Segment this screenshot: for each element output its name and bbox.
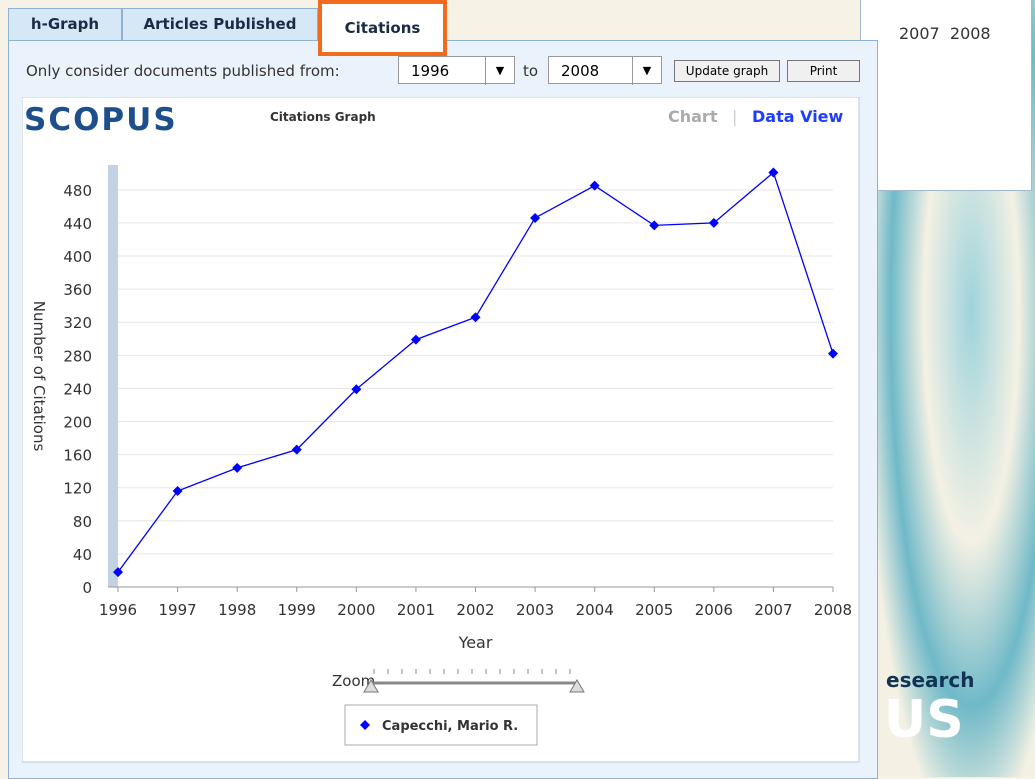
- axis-band: [108, 165, 118, 587]
- chart-frame: [22, 97, 859, 762]
- x-tick-label: 2006: [695, 601, 733, 619]
- bg-logo: US: [884, 690, 964, 750]
- x-tick-label: 2000: [337, 601, 375, 619]
- tab[interactable]: h-Graph: [8, 8, 122, 41]
- bg-years: 2007 2008: [899, 24, 991, 43]
- x-tick-label: 2004: [576, 601, 614, 619]
- x-tick-label: 2007: [754, 601, 792, 619]
- y-axis-title: Number of Citations: [30, 301, 48, 452]
- select-value: 1996: [411, 62, 449, 80]
- x-tick-label: 2008: [814, 601, 852, 619]
- y-tick-label: 440: [63, 215, 92, 233]
- x-tick-label: 2005: [635, 601, 673, 619]
- page: {"tabs":["h-Graph","Articles Published",…: [0, 0, 1035, 777]
- y-tick-label: 80: [73, 513, 92, 531]
- y-tick-label: 240: [63, 380, 92, 398]
- x-axis-title: Year: [458, 633, 493, 652]
- x-tick-label: 1999: [278, 601, 316, 619]
- view-chart[interactable]: Chart: [668, 107, 718, 126]
- x-tick-label: 2002: [456, 601, 494, 619]
- y-tick-label: 40: [73, 546, 92, 564]
- y-tick-label: 280: [63, 347, 92, 365]
- y-tick-label: 480: [63, 182, 92, 200]
- y-tick-label: 120: [63, 480, 92, 498]
- print-button[interactable]: Print: [787, 60, 860, 82]
- legend-label: Capecchi, Mario R.: [382, 719, 518, 734]
- view-data[interactable]: Data View: [752, 107, 844, 126]
- select-from[interactable]: 1996▼: [398, 56, 515, 84]
- x-tick-label: 2003: [516, 601, 554, 619]
- tab-active[interactable]: Citations: [318, 0, 447, 56]
- y-tick-label: 200: [63, 414, 92, 432]
- filter-label: Only consider documents published from:: [26, 62, 340, 80]
- y-tick-label: 160: [63, 447, 92, 465]
- chart: SCOPUS Citations Graph Chart | Data View…: [22, 97, 860, 763]
- select-to[interactable]: 2008▼: [548, 56, 662, 84]
- graph-title: Citations Graph: [270, 110, 376, 124]
- y-tick-label: 0: [82, 579, 92, 597]
- tab[interactable]: Articles Published: [122, 8, 318, 41]
- to-label: to: [523, 62, 538, 80]
- x-tick-label: 1996: [99, 601, 137, 619]
- y-tick-label: 400: [63, 248, 92, 266]
- y-tick-label: 360: [63, 281, 92, 299]
- bg-text: esearch: [886, 668, 975, 692]
- x-tick-label: 2001: [397, 601, 435, 619]
- brand: SCOPUS: [24, 102, 178, 138]
- select-value: 2008: [561, 62, 599, 80]
- x-tick-label: 1998: [218, 601, 256, 619]
- y-tick-label: 320: [63, 314, 92, 332]
- x-tick-label: 1997: [158, 601, 196, 619]
- separator: |: [732, 107, 737, 126]
- update-button[interactable]: Update graph: [674, 60, 780, 82]
- background-window: 2007 2008: [860, 0, 1032, 191]
